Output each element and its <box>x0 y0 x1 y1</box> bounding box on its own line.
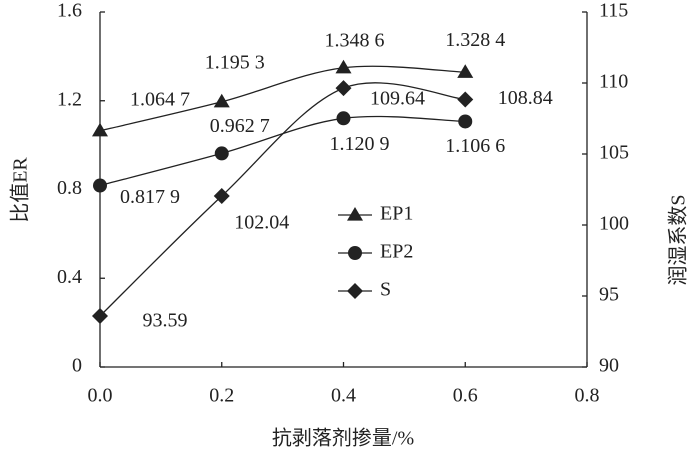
data-label: 1.195 3 <box>205 51 265 73</box>
marker <box>335 59 352 74</box>
marker <box>213 93 230 108</box>
data-label: 93.59 <box>143 310 188 332</box>
data-label: 1.064 7 <box>130 88 190 110</box>
marker <box>336 111 351 126</box>
data-label: 109.64 <box>370 88 425 110</box>
legend-label: S <box>380 279 391 301</box>
marker <box>93 178 107 193</box>
data-label: 0.962 7 <box>210 115 270 137</box>
y2-axis-label: 润湿系数S <box>667 194 690 285</box>
y2-tick-label: 115 <box>599 0 628 22</box>
data-label: 1.120 9 <box>330 133 390 155</box>
marker <box>458 114 473 129</box>
marker <box>92 122 108 137</box>
marker <box>457 91 474 108</box>
data-label: 1.348 6 <box>325 29 385 51</box>
marker <box>347 207 363 221</box>
x-tick-label: 0.6 <box>453 385 478 407</box>
data-label: 108.84 <box>498 87 553 109</box>
y-tick-label: 1.6 <box>57 0 82 22</box>
y-tick-label: 0.4 <box>57 266 82 288</box>
y2-tick-label: 100 <box>599 213 629 235</box>
series-line <box>99 82 466 317</box>
marker <box>348 246 362 260</box>
y2-tick-label: 90 <box>599 355 619 377</box>
legend-label: EP2 <box>380 241 413 263</box>
y2-tick-label: 105 <box>599 142 629 164</box>
y-tick-label: 0.8 <box>57 177 82 199</box>
y-tick-label: 0 <box>72 355 82 377</box>
data-label: 1.328 4 <box>445 29 505 51</box>
data-label: 102.04 <box>234 212 289 234</box>
series-line <box>99 65 466 132</box>
marker <box>347 283 363 299</box>
data-label: 1.106 6 <box>445 135 505 157</box>
y-axis-label: 比值ER <box>9 157 32 223</box>
x-tick-label: 0.4 <box>331 385 356 407</box>
series-line <box>99 115 466 187</box>
x-tick-label: 0.8 <box>575 385 600 407</box>
marker <box>92 308 108 325</box>
legend-label: EP1 <box>380 203 413 225</box>
marker <box>214 146 229 161</box>
x-tick-label: 0.0 <box>88 385 113 407</box>
x-axis-label: 抗剥落剂掺量/% <box>272 427 414 450</box>
data-label: 0.817 9 <box>120 186 180 208</box>
marker <box>213 188 230 205</box>
y2-tick-label: 110 <box>599 71 628 93</box>
y2-tick-label: 95 <box>599 284 619 306</box>
x-tick-label: 0.2 <box>209 385 234 407</box>
y-tick-label: 1.2 <box>57 88 82 110</box>
marker <box>457 64 474 78</box>
marker <box>335 80 352 97</box>
